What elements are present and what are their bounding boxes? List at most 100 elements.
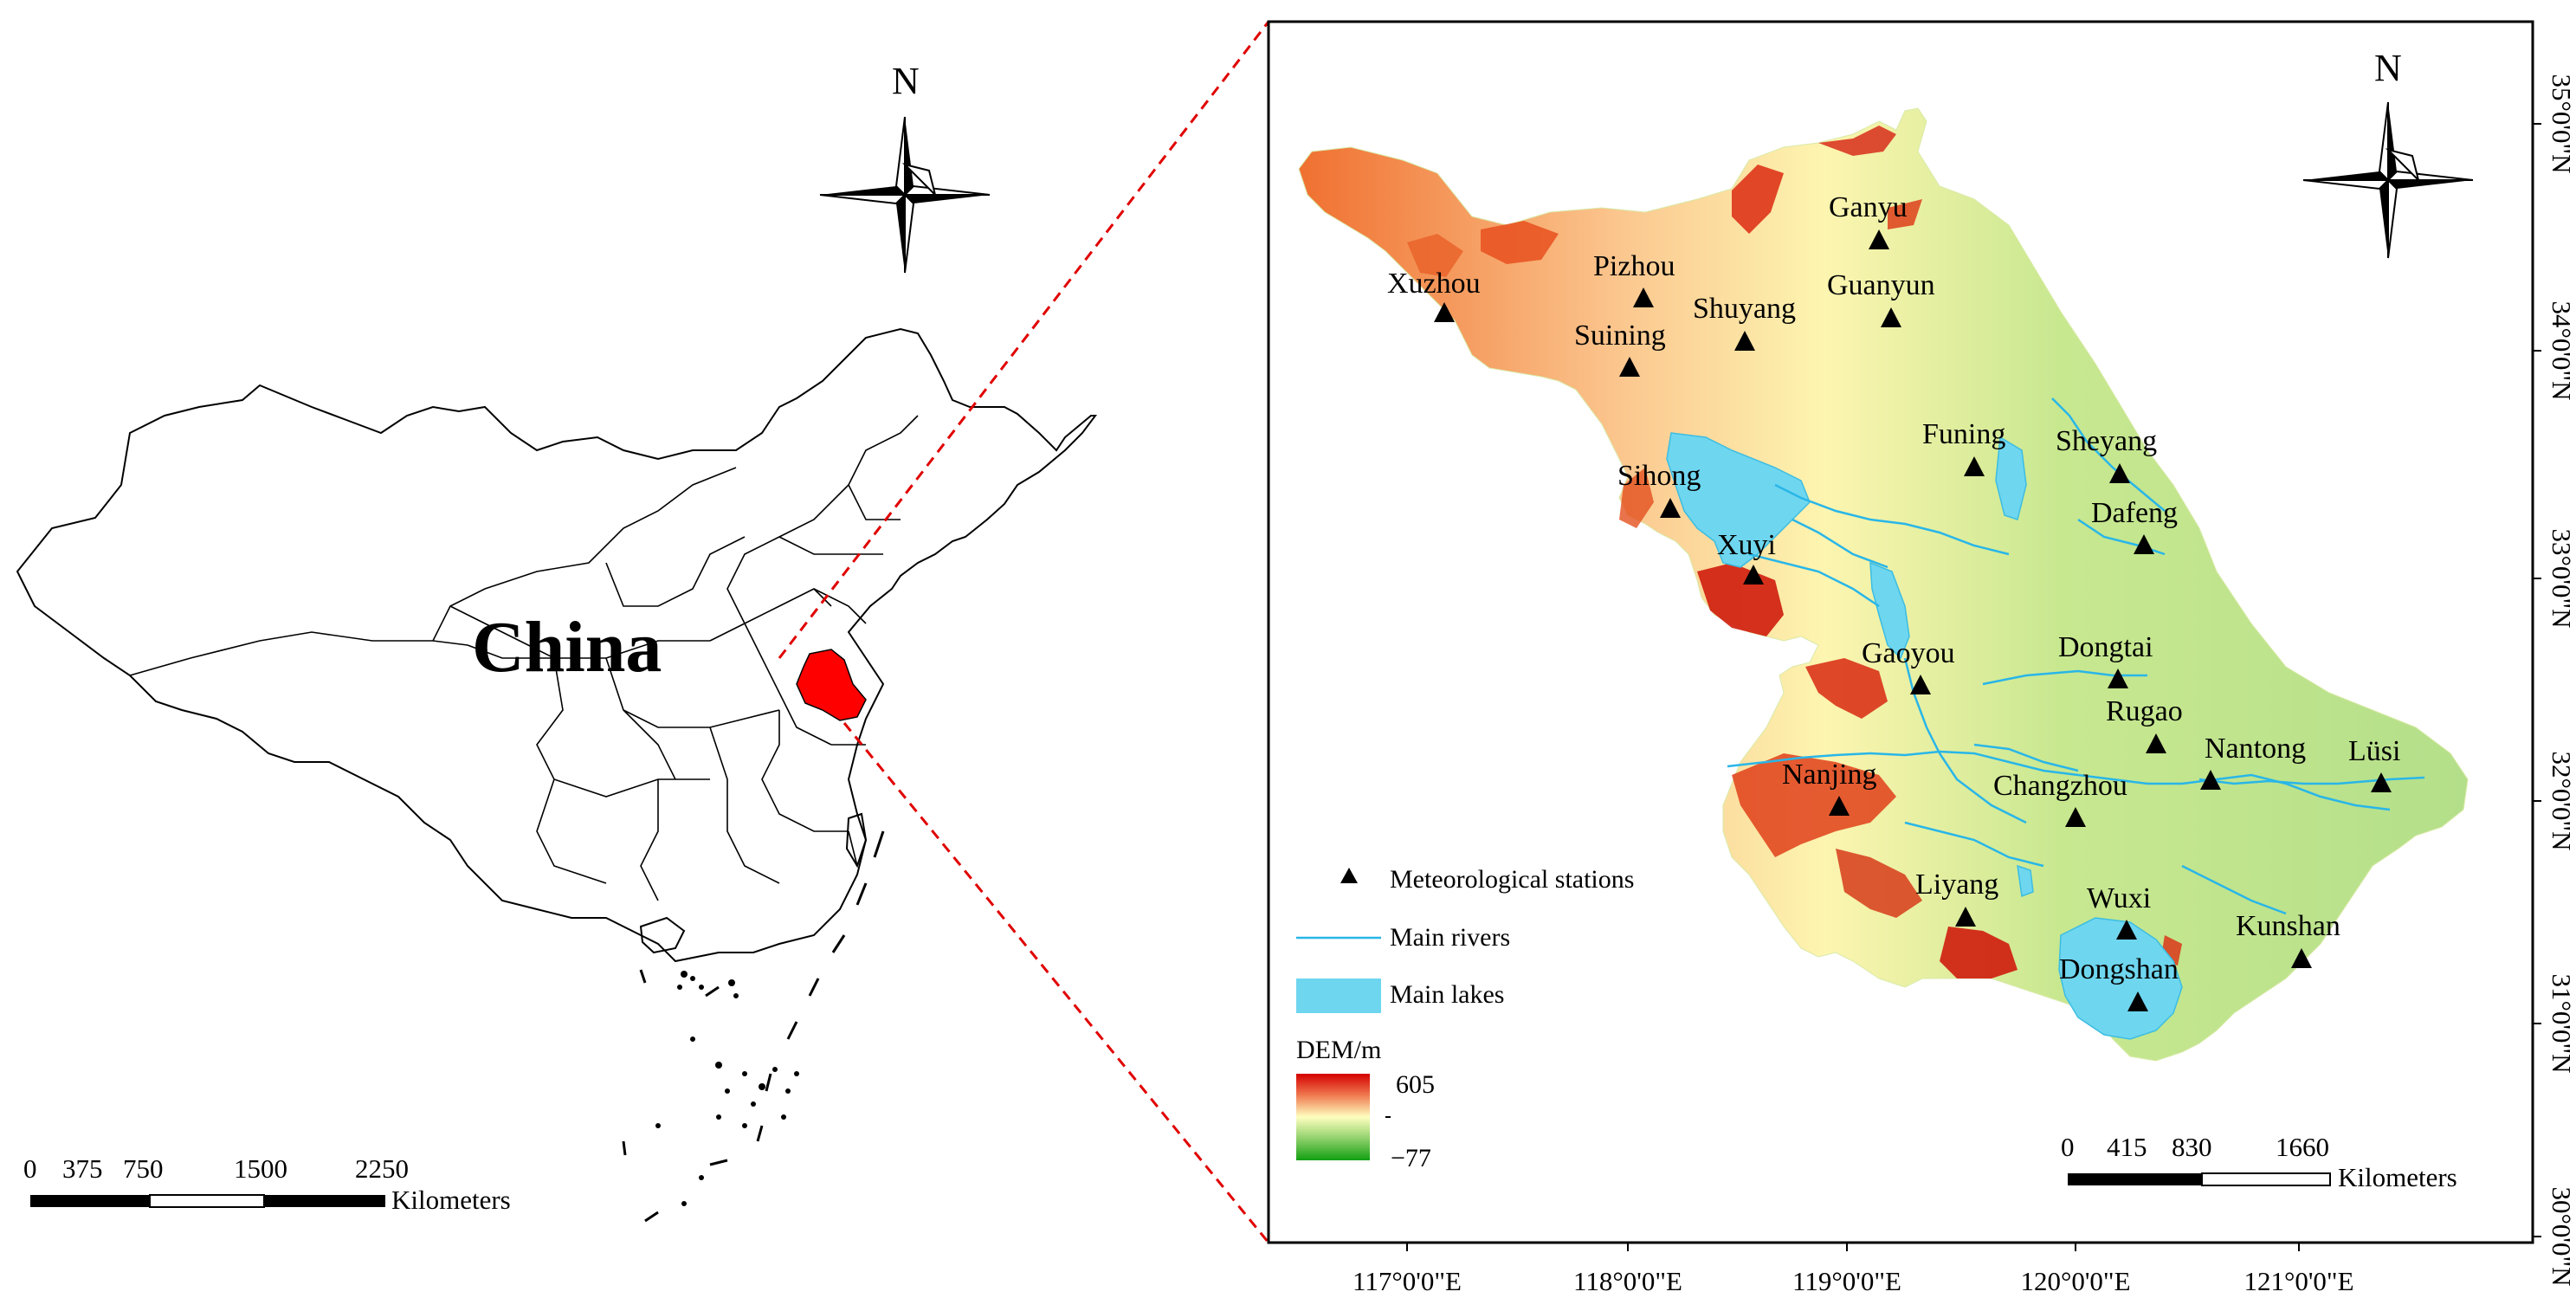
station-marker[interactable] xyxy=(2200,770,2221,790)
station-marker[interactable] xyxy=(1910,675,1931,694)
legend-stations-label: Meteorological stations xyxy=(1390,865,1634,894)
legend-dem-max: 605 xyxy=(1396,1070,1435,1099)
station-markers xyxy=(1434,229,2392,1011)
scale-right-unit: Kilometers xyxy=(2338,1162,2457,1192)
station-label: Funing xyxy=(1922,418,2005,450)
y-tick-32: 32°0'0"N xyxy=(2547,751,2576,850)
x-tick-120: 120°0'0"E xyxy=(2020,1266,2130,1296)
river-subei xyxy=(1748,552,1880,608)
legend-lake-icon xyxy=(1296,978,1381,1013)
station-label: Wuxi xyxy=(2087,882,2151,914)
scale-right-tick-0: 0 xyxy=(2061,1132,2075,1162)
scale-left-tick-4: 2250 xyxy=(355,1153,409,1184)
legend-dem-min: −77 xyxy=(1391,1144,1431,1172)
lake-small-north xyxy=(1995,436,2027,520)
river-kunshan xyxy=(2181,864,2287,915)
y-tick-34: 34°0'0"N xyxy=(2547,300,2576,400)
south-china-sea-islands[interactable] xyxy=(655,971,799,1206)
station-marker[interactable] xyxy=(1881,307,1901,327)
x-tick-119: 119°0'0"E xyxy=(1792,1266,1901,1296)
scale-left-tick-0: 0 xyxy=(23,1153,37,1184)
china-outline xyxy=(16,327,1097,963)
station-label: Guanyun xyxy=(1827,269,1935,301)
station-label: Gaoyou xyxy=(1862,637,1955,669)
station-marker[interactable] xyxy=(1964,456,1985,476)
x-axis: 117°0'0"E 118°0'0"E 119°0'0"E 120°0'0"E … xyxy=(1353,1243,2354,1296)
station-label: Nanjing xyxy=(1782,759,1877,791)
y-tick-35: 35°0'0"N xyxy=(2547,74,2576,173)
river-tongyang xyxy=(1982,669,2147,686)
legend-lakes-label: Main lakes xyxy=(1390,980,1504,1009)
station-label: Shuyang xyxy=(1693,293,1796,325)
station-label: Nantong xyxy=(2205,733,2306,765)
station-label: Sihong xyxy=(1617,460,1701,492)
scale-left-tick-2: 750 xyxy=(123,1153,164,1184)
y-tick-33: 33°0'0"N xyxy=(2547,528,2576,628)
y-axis: 35°0'0"N 34°0'0"N 33°0'0"N 32°0'0"N 31°0… xyxy=(2533,74,2576,1287)
station-marker[interactable] xyxy=(1869,229,1889,249)
china-map xyxy=(16,327,1097,1223)
station-label: Sheyang xyxy=(2056,425,2157,457)
station-label: Pizhou xyxy=(1593,250,1675,282)
river-huai xyxy=(1792,518,1888,569)
lake-taihu xyxy=(2058,917,2183,1040)
north-label-right: N xyxy=(2374,47,2402,89)
station-marker[interactable] xyxy=(1619,357,1640,377)
map-legend: Meteorological stations Main rivers Main… xyxy=(1296,865,1634,1172)
station-label: Changzhou xyxy=(1993,770,2127,802)
province-borders xyxy=(129,415,919,901)
station-label: Dongtai xyxy=(2058,631,2153,663)
lake-gehu xyxy=(2017,864,2034,898)
north-arrow-right xyxy=(2302,101,2474,259)
scale-right-tick-2: 830 xyxy=(2172,1132,2212,1162)
scale-right-tick-3: 1660 xyxy=(2276,1132,2329,1162)
station-marker[interactable] xyxy=(2109,463,2130,483)
x-tick-121: 121°0'0"E xyxy=(2244,1266,2353,1296)
lake-hongze xyxy=(1666,432,1811,568)
station-marker[interactable] xyxy=(2291,948,2312,968)
scale-left-tick-3: 1500 xyxy=(234,1153,287,1184)
legend-dem-title: DEM/m xyxy=(1296,1036,1381,1064)
river-nantong xyxy=(2198,776,2425,785)
legend-station-icon xyxy=(1340,868,1358,883)
station-label: Xuzhou xyxy=(1387,268,1481,300)
scale-left-unit: Kilometers xyxy=(391,1185,511,1215)
station-label: Lüsi xyxy=(2348,735,2400,767)
scale-left-tick-1: 375 xyxy=(62,1153,103,1184)
station-label: Dafeng xyxy=(2091,497,2178,529)
station-marker[interactable] xyxy=(1660,498,1681,518)
station-marker[interactable] xyxy=(1633,287,1654,307)
station-label: Xuyi xyxy=(1717,529,1776,561)
jiangsu-highlight[interactable] xyxy=(796,649,867,721)
dem-highland-patches xyxy=(1407,126,2182,978)
y-tick-31: 31°0'0"N xyxy=(2547,973,2576,1073)
station-marker[interactable] xyxy=(1829,796,1850,816)
station-marker[interactable] xyxy=(1434,302,1455,322)
station-marker[interactable] xyxy=(2065,807,2086,827)
station-marker[interactable] xyxy=(2127,991,2148,1011)
station-marker[interactable] xyxy=(2146,733,2166,753)
station-labels: Xuzhou Pizhou Suining Shuyang Ganyu Guanyun Fu… xyxy=(1387,191,2400,985)
x-tick-118: 118°0'0"E xyxy=(1573,1266,1682,1296)
zoom-connector xyxy=(778,21,1270,1243)
station-marker[interactable] xyxy=(1743,565,1764,584)
river-north-branch xyxy=(1774,483,2010,556)
station-marker[interactable] xyxy=(1734,331,1755,351)
station-label: Ganyu xyxy=(1829,191,1908,223)
station-marker[interactable] xyxy=(2116,920,2137,940)
station-label: Dongshan xyxy=(2059,953,2179,985)
scale-bar-right: 0 415 830 1660 Kilometers xyxy=(2061,1132,2457,1192)
station-label: Kunshan xyxy=(2236,910,2340,942)
legend-dem-ramp xyxy=(1296,1074,1370,1160)
china-label: China xyxy=(472,607,662,688)
station-marker[interactable] xyxy=(2134,534,2154,554)
north-label-left: N xyxy=(892,60,920,102)
station-label: Suining xyxy=(1574,320,1666,352)
x-tick-117: 117°0'0"E xyxy=(1353,1266,1462,1296)
station-marker[interactable] xyxy=(1955,907,1976,927)
hainan-island xyxy=(639,916,686,954)
station-marker[interactable] xyxy=(2371,772,2392,792)
station-marker[interactable] xyxy=(2108,668,2128,688)
legend-rivers-label: Main rivers xyxy=(1390,923,1510,952)
